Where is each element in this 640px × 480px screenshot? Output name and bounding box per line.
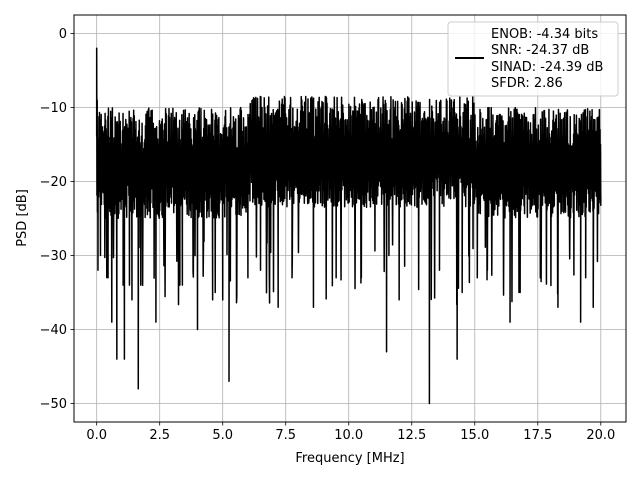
- x-tick-label: 10.0: [334, 428, 363, 443]
- x-tick-label: 12.5: [397, 428, 426, 443]
- x-tick-label: 0.0: [86, 428, 107, 443]
- y-tick-label: −50: [40, 397, 67, 412]
- y-axis-label: PSD [dB]: [15, 189, 30, 247]
- legend-sfdr: SFDR: 2.86: [491, 76, 563, 91]
- y-tick-label: 0: [59, 27, 67, 42]
- legend-sinad: SINAD: -24.39 dB: [491, 60, 603, 75]
- y-tick-label: −10: [40, 101, 67, 116]
- psd-trace-line: [95, 47, 602, 405]
- y-tick-label: −30: [40, 249, 67, 264]
- legend-enob: ENOB: -4.34 bits: [491, 27, 598, 42]
- legend: ENOB: -4.34 bits SNR: -24.37 dB SINAD: -…: [447, 21, 619, 97]
- x-tick-label: 15.0: [460, 428, 489, 443]
- psd-series: [95, 47, 602, 405]
- plot-frame: [73, 14, 627, 423]
- axis-ticks: 0.0 2.5 5.0 7.5 10.0 12.5 15.0 17.5 20.0 0 −10 −20 −…: [40, 27, 616, 443]
- y-tick-label: −40: [40, 323, 67, 338]
- x-axis-label: Frequency [MHz]: [295, 451, 404, 466]
- legend-snr: SNR: -24.37 dB: [491, 43, 589, 58]
- x-tick-label: 5.0: [212, 428, 233, 443]
- x-tick-label: 20.0: [586, 428, 615, 443]
- legend-box: [447, 21, 619, 97]
- x-tick-label: 7.5: [275, 428, 296, 443]
- y-tick-label: −20: [40, 175, 67, 190]
- x-tick-label: 2.5: [149, 428, 170, 443]
- x-tick-label: 17.5: [523, 428, 552, 443]
